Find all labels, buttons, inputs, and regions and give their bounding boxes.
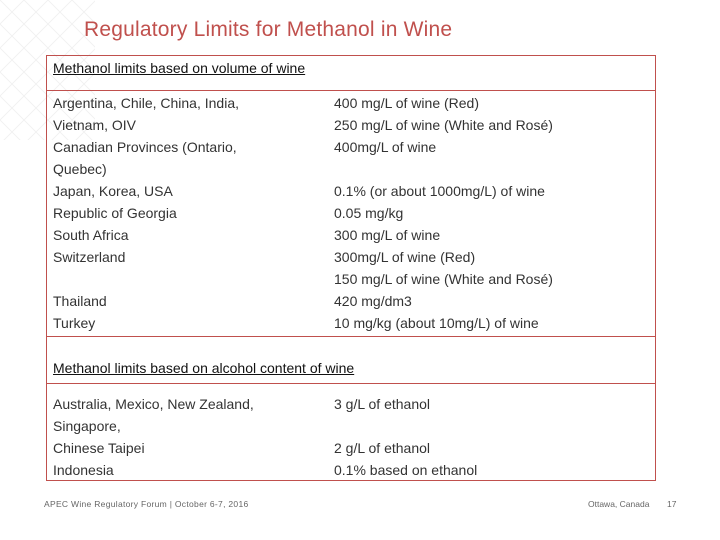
limit-line: 0.1% (or about 1000mg/L) of wine: [334, 183, 545, 199]
table-divider: [47, 90, 655, 91]
country-line: Indonesia: [53, 462, 114, 478]
footer-location: Ottawa, Canada: [588, 499, 650, 509]
section2-heading: Methanol limits based on alcohol content…: [53, 360, 355, 376]
limit-line: 150 mg/L of wine (White and Rosé): [334, 271, 553, 287]
section2-limits: 3 g/L of ethanol 2 g/L of ethanol 0.1% b…: [334, 393, 477, 481]
limit-line: [334, 415, 477, 437]
limit-line: 300mg/L of wine (Red): [334, 249, 476, 265]
page-number: 17: [667, 499, 677, 509]
country-line: Canadian Provinces (Ontario,: [53, 139, 237, 155]
country-line: Switzerland: [53, 249, 126, 265]
table-divider: [47, 383, 655, 384]
country-line: Japan, Korea, USA: [53, 183, 173, 199]
country-line: Chinese Taipei: [53, 440, 145, 456]
limit-line: 420 mg/dm3: [334, 293, 412, 309]
country-line: Vietnam, OIV: [53, 117, 137, 133]
limit-line: [334, 158, 553, 180]
limit-line: 400 mg/L of wine (Red): [334, 95, 479, 111]
limit-line: 400mg/L of wine: [334, 139, 437, 155]
section1-limits: 400 mg/L of wine (Red) 250 mg/L of wine …: [334, 92, 553, 334]
limit-line: 10 mg/kg (about 10mg/L) of wine: [334, 315, 539, 331]
section2-countries: Australia, Mexico, New Zealand, Singapor…: [53, 393, 254, 481]
footer-event: APEC Wine Regulatory Forum | October 6-7…: [44, 499, 249, 509]
country-line: Quebec): [53, 161, 107, 177]
slide-title: Regulatory Limits for Methanol in Wine: [84, 18, 453, 41]
limit-line: 0.1% based on ethanol: [334, 462, 478, 478]
limit-line: 0.05 mg/kg: [334, 205, 404, 221]
limit-line: 2 g/L of ethanol: [334, 440, 431, 456]
table-divider: [47, 336, 655, 337]
limit-line: 300 mg/L of wine: [334, 227, 441, 243]
limit-line: 3 g/L of ethanol: [334, 396, 431, 412]
section1-countries: Argentina, Chile, China, India, Vietnam,…: [53, 92, 239, 334]
country-line: Argentina, Chile, China, India,: [53, 95, 239, 111]
country-line: Republic of Georgia: [53, 205, 177, 221]
country-line: [53, 268, 239, 290]
limits-table: Methanol limits based on volume of wine …: [46, 55, 656, 481]
country-line: Australia, Mexico, New Zealand,: [53, 396, 254, 412]
country-line: South Africa: [53, 227, 129, 243]
country-line: Singapore,: [53, 418, 121, 434]
section1-heading: Methanol limits based on volume of wine: [53, 60, 306, 76]
country-line: Thailand: [53, 293, 107, 309]
country-line: Turkey: [53, 315, 96, 331]
corner-decoration: [0, 0, 95, 140]
limit-line: 250 mg/L of wine (White and Rosé): [334, 117, 553, 133]
